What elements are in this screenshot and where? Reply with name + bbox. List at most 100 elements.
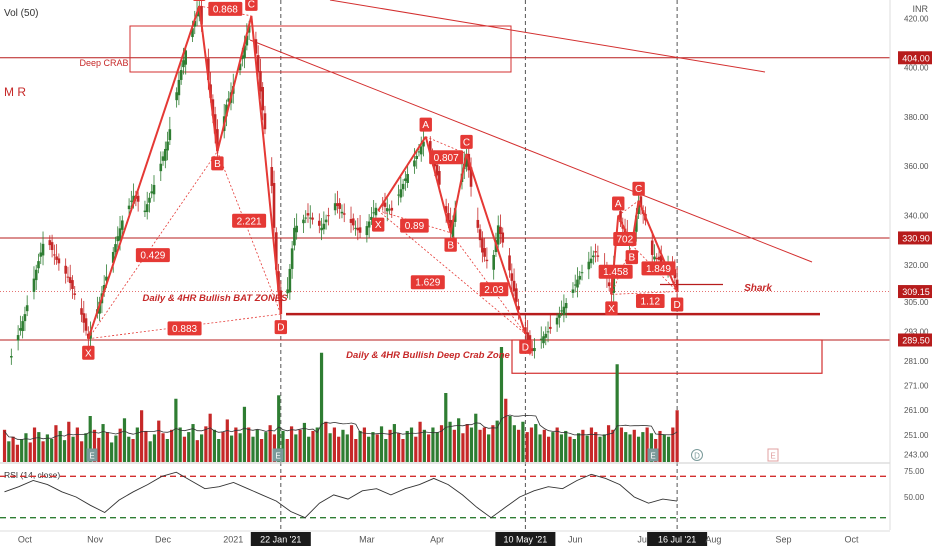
volume-bar bbox=[54, 425, 58, 462]
candle-body bbox=[261, 87, 264, 111]
earnings-marker-text: E bbox=[650, 452, 655, 461]
candle-body bbox=[130, 200, 133, 202]
candle-body bbox=[580, 272, 584, 274]
volume-bar bbox=[45, 434, 49, 462]
volume-bar bbox=[298, 429, 302, 462]
volume-bar bbox=[418, 421, 422, 462]
earnings-marker[interactable] bbox=[272, 448, 284, 462]
candle-body bbox=[270, 167, 274, 186]
candle-body bbox=[562, 306, 566, 315]
earnings-marker[interactable] bbox=[767, 448, 779, 462]
candle-body bbox=[21, 321, 24, 332]
candle-body bbox=[118, 228, 122, 241]
pattern-point-d: D bbox=[277, 323, 284, 334]
volume-bar bbox=[354, 439, 358, 462]
candle-body bbox=[435, 164, 439, 176]
candle-body bbox=[422, 141, 425, 147]
candle-body bbox=[374, 207, 378, 216]
ratio-label: 1.12 bbox=[641, 296, 661, 307]
volume-bar bbox=[118, 428, 122, 462]
pattern-point-d-bg bbox=[274, 320, 288, 335]
volume-bar bbox=[585, 435, 589, 462]
candle-body bbox=[57, 258, 61, 264]
candle-body bbox=[483, 248, 486, 257]
candle-body bbox=[80, 308, 83, 315]
volume-bar bbox=[255, 429, 259, 462]
y-tick-label: 400.00 bbox=[904, 64, 929, 73]
candle-body bbox=[589, 258, 593, 264]
candle-body bbox=[336, 203, 339, 207]
volume-bar bbox=[221, 432, 225, 462]
deep-crab-box bbox=[129, 25, 512, 73]
trendline bbox=[329, 0, 766, 73]
candle-body bbox=[338, 203, 341, 209]
volume-bar bbox=[315, 427, 319, 462]
candle-body bbox=[499, 226, 502, 234]
earnings-marker[interactable] bbox=[647, 448, 659, 462]
price-tag-bg bbox=[898, 333, 932, 347]
bat-zone-label: Daily & 4HR Bullish BAT ZONES bbox=[143, 293, 289, 304]
candle-body bbox=[659, 255, 663, 264]
candle-body bbox=[351, 218, 355, 226]
earnings-marker[interactable] bbox=[86, 448, 98, 462]
earnings-marker-text: E bbox=[770, 452, 775, 461]
x-tick-label: Jun bbox=[568, 535, 583, 545]
dividend-marker[interactable] bbox=[691, 449, 703, 461]
volume-bar bbox=[482, 427, 486, 462]
candle-body bbox=[55, 256, 58, 260]
candle-body bbox=[358, 227, 362, 233]
candle-body bbox=[34, 269, 38, 281]
price-tag-label: 404.00 bbox=[902, 53, 930, 63]
candle-body bbox=[639, 196, 643, 208]
volume-bar bbox=[517, 429, 521, 462]
candle-body bbox=[150, 191, 154, 194]
y-tick-label: 251.00 bbox=[904, 431, 929, 440]
volume-bar bbox=[422, 429, 426, 462]
candle-body bbox=[263, 113, 267, 130]
candle-body bbox=[517, 306, 520, 310]
volume-bar bbox=[217, 439, 221, 462]
x-tick-highlight-bg bbox=[250, 532, 311, 546]
volume-bar bbox=[534, 424, 538, 462]
volume-bar bbox=[208, 413, 212, 462]
candle-body bbox=[587, 261, 591, 270]
volume-bar bbox=[191, 424, 195, 462]
volume-bar bbox=[170, 429, 174, 462]
currency-label: INR bbox=[912, 4, 929, 14]
ratio-label: 0.868 bbox=[213, 4, 238, 15]
candle-body bbox=[225, 104, 228, 117]
volume-bar bbox=[457, 418, 461, 462]
candle-body bbox=[657, 256, 661, 260]
candle-body bbox=[655, 258, 659, 260]
candle-body bbox=[576, 279, 579, 288]
candle-body bbox=[179, 70, 183, 80]
x-tick-label-highlight: 16 Jul '21 bbox=[658, 535, 696, 545]
pattern-leg bbox=[610, 215, 620, 295]
candle-body bbox=[66, 276, 70, 278]
ratio-label-bg bbox=[635, 293, 665, 308]
candle-body bbox=[354, 227, 357, 229]
volume-bar bbox=[122, 418, 127, 462]
volume-bar bbox=[555, 427, 559, 462]
volume-bar bbox=[645, 427, 649, 462]
volume-bar bbox=[110, 442, 114, 462]
price-tag-bg bbox=[898, 231, 932, 245]
candle-body bbox=[216, 129, 219, 152]
candle-body bbox=[327, 215, 330, 217]
candle-body bbox=[259, 71, 262, 92]
y-tick-label: 293.00 bbox=[904, 327, 929, 336]
pattern-point-b-bg bbox=[625, 250, 639, 265]
volume-bar bbox=[11, 436, 15, 462]
volume-bar bbox=[572, 439, 576, 462]
volume-bar bbox=[157, 420, 161, 462]
volume-bar bbox=[71, 436, 75, 462]
candle-body bbox=[120, 220, 124, 230]
candle-body bbox=[564, 303, 568, 309]
candle-body bbox=[73, 293, 77, 295]
pattern-point-b: B bbox=[628, 253, 635, 264]
candle-body bbox=[48, 240, 52, 246]
candle-body bbox=[404, 178, 407, 181]
x-tick-label: Apr bbox=[430, 535, 444, 545]
volume-bar bbox=[127, 436, 131, 462]
